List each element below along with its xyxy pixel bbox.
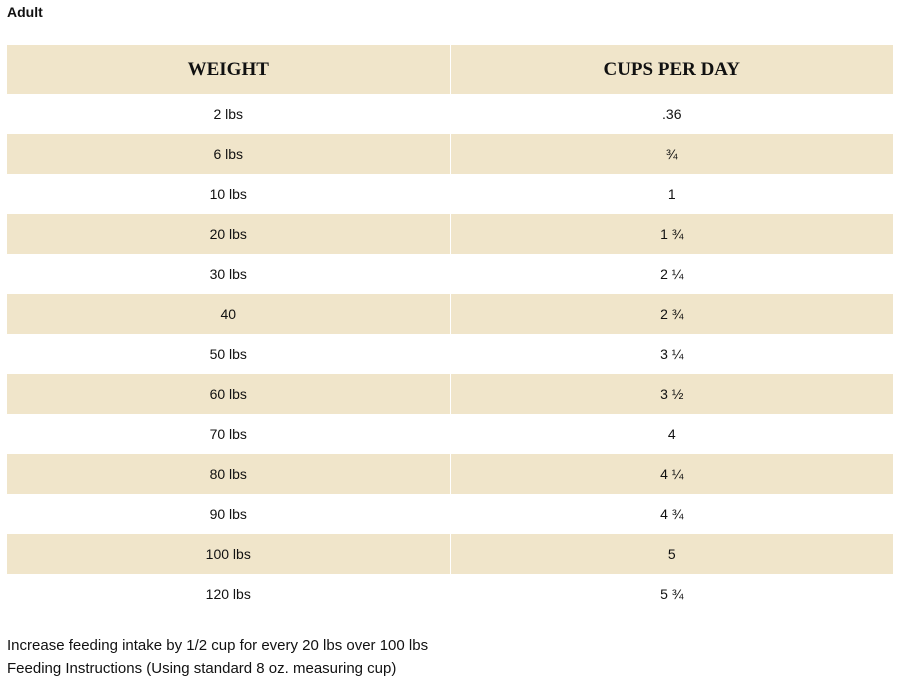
note: Increase feeding intake by 1/2 cup for e… bbox=[7, 637, 429, 654]
weight-cell: 60 lbs bbox=[7, 374, 450, 414]
table-row: 90 lbs 4 ¾ bbox=[7, 494, 893, 534]
table-row: 10 lbs 1 bbox=[7, 174, 893, 214]
cups-cell: 2 ¾ bbox=[449, 294, 893, 334]
table-row: 40 2 ¾ bbox=[7, 294, 893, 334]
cups-cell: 3 ¼ bbox=[449, 334, 893, 374]
header-cell: CUPS PER DAY bbox=[449, 45, 893, 94]
table-row: 70 lbs 4 bbox=[7, 414, 893, 454]
section-title: Adult bbox=[7, 4, 43, 20]
note: Feeding Instructions (Using standard 8 o… bbox=[7, 660, 397, 677]
weight-cell: 90 lbs bbox=[209, 506, 247, 522]
header-row: WEIGHT CUPS PER DAY bbox=[7, 45, 893, 94]
weight-cell: 100 lbs bbox=[7, 534, 450, 574]
weight-cell: 40 bbox=[7, 294, 450, 334]
cups-cell: 3 ½ bbox=[449, 374, 893, 414]
table-row: 6 lbs ¾ bbox=[7, 134, 893, 174]
cups-cell: ¾ bbox=[449, 134, 893, 174]
table-row: 2 lbs .36 bbox=[7, 94, 893, 134]
feeding-table: WEIGHT CUPS PER DAY 2 lbs .36 6 lbs ¾ 10 lbs… bbox=[7, 45, 893, 614]
table-row: 60 lbs 3 ½ bbox=[7, 374, 893, 414]
weight-cell: 70 lbs bbox=[209, 426, 247, 442]
table-row: 30 lbs 2 ¼ bbox=[7, 254, 893, 294]
cups-cell: 2 ¼ bbox=[449, 254, 893, 294]
cups-cell: 4 ¼ bbox=[449, 454, 893, 494]
cups-cell: 1 ¾ bbox=[449, 214, 893, 254]
cups-cell: 1 bbox=[449, 174, 893, 214]
cups-cell: 5 ¾ bbox=[449, 574, 893, 614]
weight-cell: 120 lbs bbox=[205, 586, 251, 602]
header-cell: WEIGHT bbox=[7, 45, 450, 94]
cups-cell: .36 bbox=[449, 94, 893, 134]
weight-cell: 20 lbs bbox=[7, 214, 450, 254]
cups-cell: 4 ¾ bbox=[449, 494, 893, 534]
table-row: 20 lbs 1 ¾ bbox=[7, 214, 893, 254]
cups-cell: 4 bbox=[449, 414, 893, 454]
weight-cell: 80 lbs bbox=[7, 454, 450, 494]
cups-cell: 5 bbox=[449, 534, 893, 574]
table-row: 100 lbs 5 bbox=[7, 534, 893, 574]
table-row: 50 lbs 3 ¼ bbox=[7, 334, 893, 374]
weight-cell: 2 lbs bbox=[213, 106, 244, 122]
weight-cell: 6 lbs bbox=[7, 134, 450, 174]
table-row: 80 lbs 4 ¼ bbox=[7, 454, 893, 494]
table-row: 120 lbs 5 ¾ bbox=[7, 574, 893, 614]
weight-cell: 10 lbs bbox=[209, 186, 247, 202]
weight-cell: 50 lbs bbox=[209, 346, 247, 362]
weight-cell: 30 lbs bbox=[209, 266, 247, 282]
